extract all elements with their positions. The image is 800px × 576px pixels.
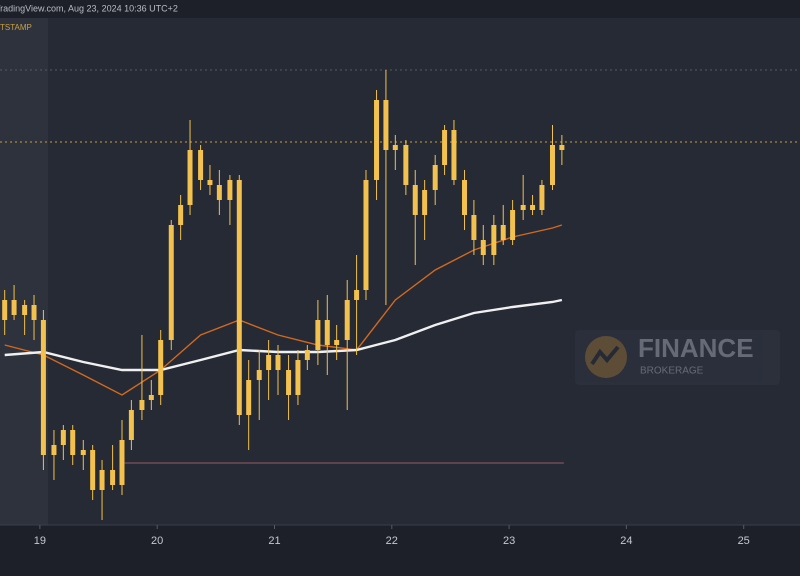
symbol-label: TSTAMP [0,23,32,32]
candle-body [11,300,17,315]
candle-body [520,205,526,210]
candle-body [80,450,86,455]
candle-body [500,225,506,240]
watermark-box [575,330,780,385]
candle-body [462,180,468,215]
x-tick-label: 20 [151,535,163,547]
candle-body [324,320,330,345]
candle-body [412,185,418,215]
watermark: FINANCE BROKERAGE [575,330,780,385]
x-tick-label: 22 [386,535,398,547]
candle-body [246,380,252,415]
session-shade [0,18,48,525]
candle-body [286,370,292,395]
candle-body [99,470,105,490]
candle-body [139,400,145,410]
x-tick-label: 19 [34,535,46,547]
candle-body [158,340,164,395]
candle-body [227,180,233,200]
candle-body [491,225,497,255]
candle-body [60,430,66,445]
x-tick-label: 24 [620,535,632,547]
candle-body [187,150,193,205]
candle-body [119,440,125,485]
candle-body [510,210,516,240]
candle-body [334,340,340,345]
candle-body [442,130,448,165]
candle-body [549,145,555,185]
candle-body [90,450,96,490]
candle-body [315,320,321,350]
candle-body [128,410,134,440]
candle-body [2,300,8,320]
candle-body [374,100,380,180]
candle-body [22,305,28,315]
candle-body [275,355,281,370]
watermark-title: FINANCE [638,333,754,363]
candle-body [383,100,389,150]
candle-body [392,145,398,150]
candle-body [168,225,174,340]
candle-body [422,190,428,215]
candle-body [31,305,37,320]
candle-body [432,165,438,190]
candle-body [178,205,184,225]
candle-body [451,130,457,180]
candle-body [480,240,486,255]
candle-body [471,215,477,240]
candle-body [403,145,409,185]
candle-body [198,150,204,180]
candle-body [266,355,272,370]
candle-body [207,180,213,185]
candle-body [40,320,46,455]
candle-body [295,360,301,395]
candle-body [304,350,310,360]
watermark-subtitle: BROKERAGE [640,366,704,377]
candle-body [216,185,222,200]
watermark-logo-mark [590,345,620,366]
x-tick-label: 23 [503,535,515,547]
plot [0,69,800,520]
plot-area [0,18,800,525]
x-tick-label: 25 [738,535,750,547]
candle-body [110,470,116,485]
source-header: TradingView.com, Aug 23, 2024 10:36 UTC+… [0,3,178,13]
candle-body [70,430,76,455]
candle-body [354,290,360,300]
candle-body [363,180,369,290]
candle-body [148,395,154,400]
candle-body [344,300,350,340]
x-tick-label: 21 [268,535,280,547]
candle-body [51,445,57,455]
candle-body [559,145,565,150]
candle-body [530,205,536,210]
candle-body [256,370,262,380]
candle-body [236,180,242,415]
candle-body [539,185,545,210]
